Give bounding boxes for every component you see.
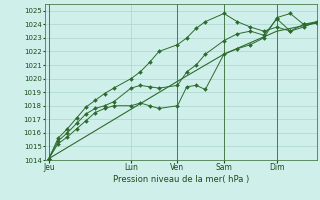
X-axis label: Pression niveau de la mer( hPa ): Pression niveau de la mer( hPa ) [113,175,249,184]
